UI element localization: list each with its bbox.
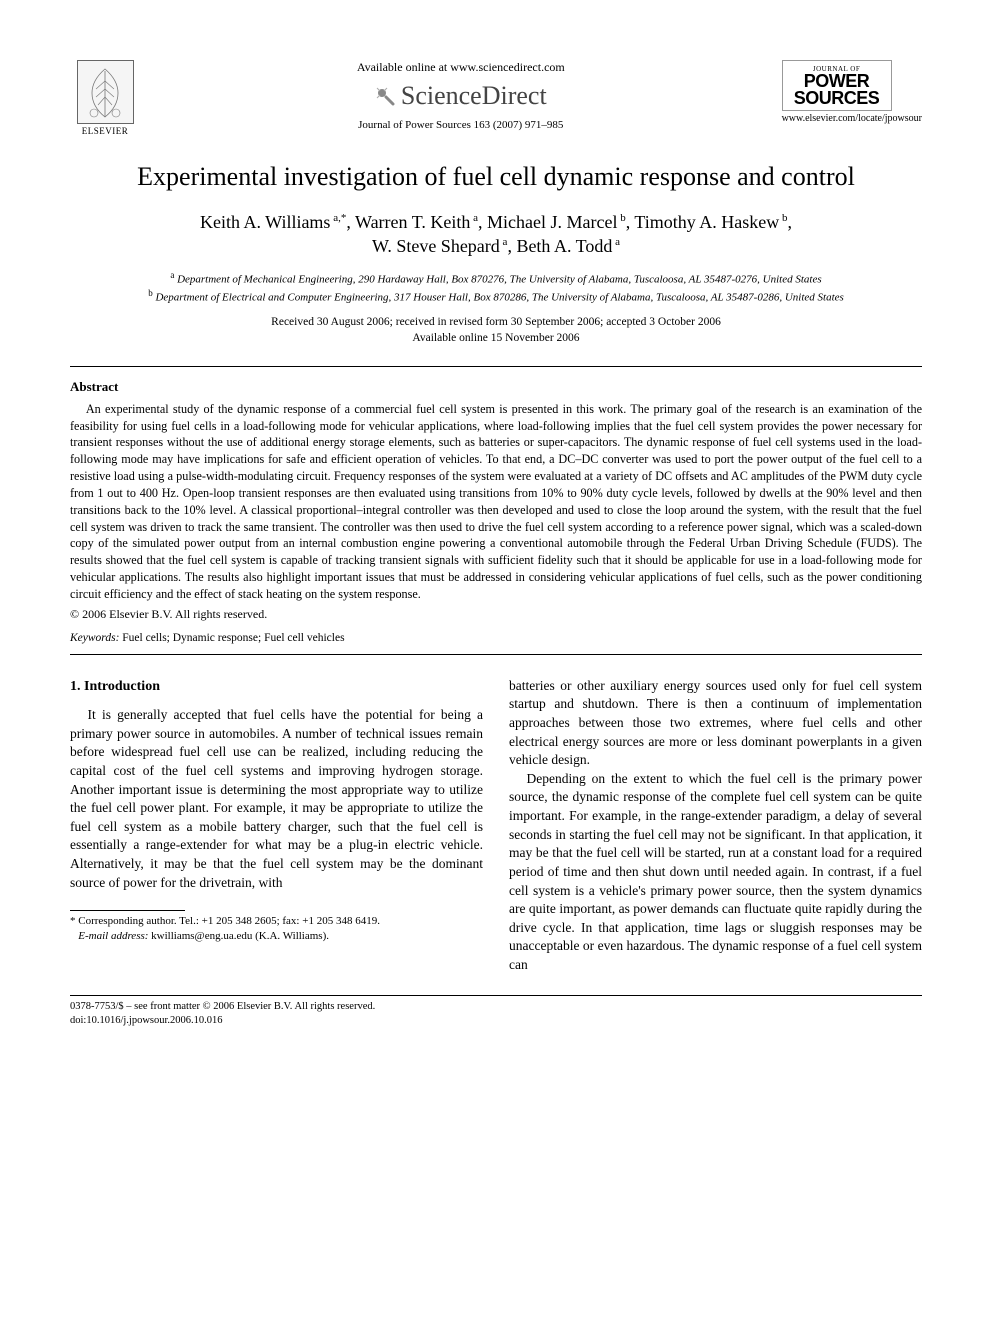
intro-paragraph-2: batteries or other auxiliary energy sour…: [509, 677, 922, 770]
affiliation-a: a Department of Mechanical Engineering, …: [70, 269, 922, 288]
available-online-text: Available online at www.sciencedirect.co…: [140, 60, 782, 75]
paper-page: ELSEVIER Available online at www.science…: [0, 0, 992, 1078]
online-date: Available online 15 November 2006: [70, 330, 922, 346]
elsevier-label: ELSEVIER: [82, 126, 129, 136]
body-columns: 1. Introduction It is generally accepted…: [70, 677, 922, 975]
keywords-text: Fuel cells; Dynamic response; Fuel cell …: [122, 632, 344, 644]
center-brand: Available online at www.sciencedirect.co…: [140, 60, 782, 131]
journal-url: www.elsevier.com/locate/jpowsour: [782, 113, 922, 124]
abstract-copyright: © 2006 Elsevier B.V. All rights reserved…: [70, 607, 922, 622]
intro-paragraph-3: Depending on the extent to which the fue…: [509, 770, 922, 975]
footer-text: 0378-7753/$ – see front matter © 2006 El…: [70, 1000, 922, 1028]
journal-logo-block: JOURNAL OF POWER SOURCES www.elsevier.co…: [782, 60, 922, 124]
journal-reference: Journal of Power Sources 163 (2007) 971–…: [140, 119, 782, 131]
elsevier-tree-icon: [77, 60, 134, 124]
corresponding-author: * Corresponding author. Tel.: +1 205 348…: [70, 914, 483, 929]
authors-line-1: Keith A. Williams a,*, Warren T. Keith a…: [70, 210, 922, 234]
corresponding-email: E-mail address: kwilliams@eng.ua.edu (K.…: [70, 929, 483, 944]
abstract-heading: Abstract: [70, 379, 922, 395]
received-date: Received 30 August 2006; received in rev…: [70, 314, 922, 330]
footnote-rule: [70, 910, 185, 911]
intro-paragraph-1: It is generally accepted that fuel cells…: [70, 706, 483, 892]
footer-line-1: 0378-7753/$ – see front matter © 2006 El…: [70, 1000, 922, 1014]
header-area: ELSEVIER Available online at www.science…: [70, 60, 922, 136]
journal-title-line2: SOURCES: [787, 90, 887, 107]
authors-block: Keith A. Williams a,*, Warren T. Keith a…: [70, 210, 922, 259]
introduction-heading: 1. Introduction: [70, 677, 483, 696]
footer-line-2: doi:10.1016/j.jpowsour.2006.10.016: [70, 1014, 922, 1028]
sciencedirect-flare-icon: [375, 86, 395, 106]
journal-logo: JOURNAL OF POWER SOURCES: [782, 60, 892, 111]
footer-rule: [70, 995, 922, 996]
left-column: 1. Introduction It is generally accepted…: [70, 677, 483, 975]
affiliations: a Department of Mechanical Engineering, …: [70, 269, 922, 306]
paper-title: Experimental investigation of fuel cell …: [70, 162, 922, 192]
sciencedirect-text: ScienceDirect: [401, 81, 547, 111]
horizontal-rule: [70, 654, 922, 655]
abstract-text: An experimental study of the dynamic res…: [70, 401, 922, 603]
sciencedirect-logo: ScienceDirect: [375, 81, 547, 111]
right-column: batteries or other auxiliary energy sour…: [509, 677, 922, 975]
footnote-block: * Corresponding author. Tel.: +1 205 348…: [70, 914, 483, 944]
horizontal-rule: [70, 366, 922, 367]
affiliation-b: b Department of Electrical and Computer …: [70, 287, 922, 306]
authors-line-2: W. Steve Shepard a, Beth A. Todd a: [70, 234, 922, 258]
keywords-label: Keywords:: [70, 632, 119, 644]
dates-block: Received 30 August 2006; received in rev…: [70, 314, 922, 346]
keywords-line: Keywords: Fuel cells; Dynamic response; …: [70, 632, 922, 644]
elsevier-logo: ELSEVIER: [70, 60, 140, 136]
